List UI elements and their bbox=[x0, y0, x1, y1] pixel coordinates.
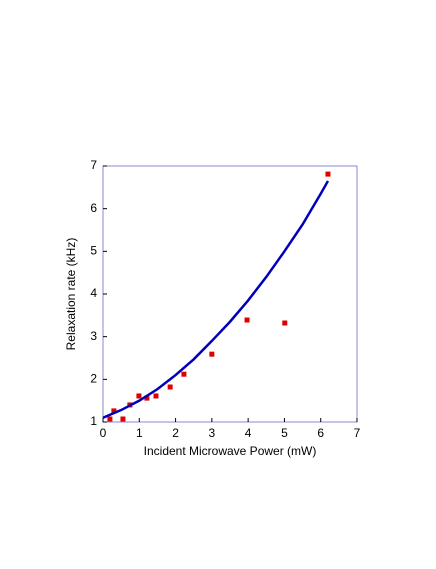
plot-frame bbox=[102, 165, 358, 423]
data-point bbox=[282, 320, 288, 326]
data-point bbox=[167, 384, 173, 390]
x-tick-label: 5 bbox=[281, 426, 288, 440]
y-tick-label: 6 bbox=[90, 201, 97, 215]
data-point bbox=[107, 416, 113, 422]
y-tick-label: 3 bbox=[90, 329, 97, 343]
y-tick-label: 5 bbox=[90, 244, 97, 258]
x-tick-label: 2 bbox=[172, 426, 179, 440]
x-tick-label: 6 bbox=[317, 426, 324, 440]
x-tick-label: 3 bbox=[209, 426, 216, 440]
y-axis-label: Relaxation rate (kHz) bbox=[64, 238, 78, 351]
data-point bbox=[209, 351, 215, 357]
y-tick-label: 1 bbox=[90, 414, 97, 428]
x-axis-label: Incident Microwave Power (mW) bbox=[144, 444, 317, 458]
data-point bbox=[181, 371, 187, 377]
y-tick-label: 2 bbox=[90, 372, 97, 386]
x-tick-label: 0 bbox=[100, 426, 107, 440]
data-point bbox=[144, 395, 150, 401]
data-point bbox=[153, 393, 159, 399]
y-tick-label: 4 bbox=[90, 286, 97, 300]
data-point bbox=[325, 171, 331, 177]
x-tick-label: 1 bbox=[136, 426, 143, 440]
data-point bbox=[136, 393, 142, 399]
y-tick-label: 7 bbox=[90, 158, 97, 172]
data-point bbox=[120, 416, 126, 422]
x-tick-label: 7 bbox=[354, 426, 361, 440]
fit-curve bbox=[102, 180, 330, 419]
data-point bbox=[244, 317, 250, 323]
x-tick-label: 4 bbox=[245, 426, 252, 440]
data-point bbox=[111, 408, 117, 414]
